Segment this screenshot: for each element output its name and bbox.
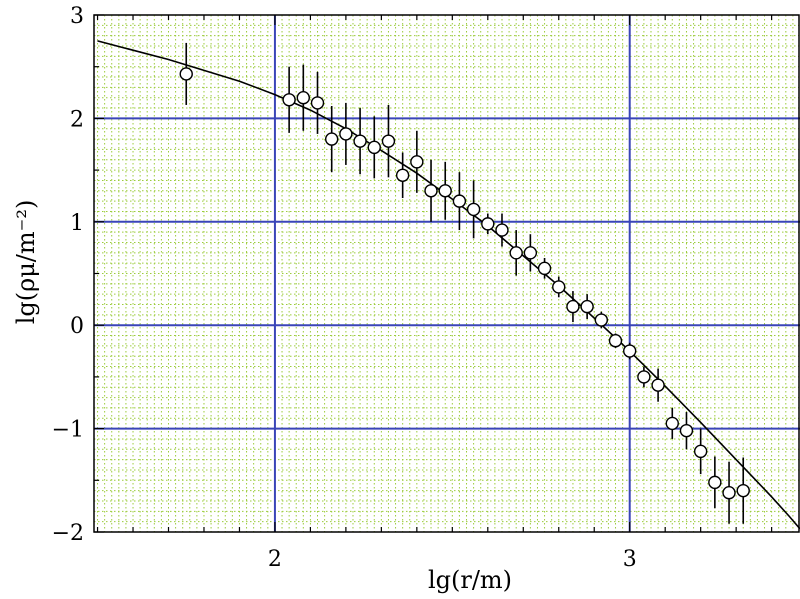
data-point: [310, 96, 325, 110]
fit-curve: [97, 40, 800, 530]
data-point: [552, 280, 566, 294]
data-point: [651, 378, 665, 392]
data-point: [509, 246, 523, 260]
y-tick-label: −2: [52, 521, 84, 546]
x-tick-label: 3: [623, 547, 637, 572]
major-grid: [94, 15, 800, 532]
y-axis-label: lg(ρμ/m⁻²): [12, 200, 40, 325]
data-point: [466, 202, 481, 217]
data-point: [594, 313, 609, 327]
data-point: [353, 134, 367, 148]
data-point: [481, 217, 495, 231]
x-axis-label: lg(r/m): [428, 566, 512, 594]
data-point: [665, 416, 679, 431]
y-tick-label: 0: [70, 314, 84, 339]
data-point: [296, 91, 311, 105]
data-point: [424, 184, 438, 198]
data-point: [608, 334, 623, 348]
data-point: [452, 194, 467, 208]
data-point: [367, 140, 381, 155]
data-point: [722, 486, 736, 500]
data-point: [708, 475, 722, 490]
y-tick-labels: −2 −1 0 1 2 3: [52, 4, 84, 546]
data-point: [537, 261, 552, 276]
y-tick-label: 3: [70, 4, 84, 29]
data-point: [438, 184, 452, 198]
data-point: [580, 299, 594, 314]
data-point: [339, 127, 353, 141]
data-point: [495, 223, 509, 237]
data-point: [179, 67, 193, 81]
fit-curve-layer: [97, 40, 800, 530]
data-points-layer: [179, 42, 750, 524]
axis-ticks: [94, 14, 773, 533]
data-point: [566, 299, 580, 314]
data-point: [410, 155, 424, 169]
data-point: [523, 246, 538, 260]
data-point: [324, 132, 339, 146]
data-point: [637, 370, 651, 384]
minor-grid: [94, 15, 800, 532]
y-tick-label: 2: [70, 107, 84, 132]
y-tick-label: 1: [70, 211, 84, 236]
data-point: [693, 444, 708, 459]
y-tick-label: −1: [52, 418, 84, 443]
data-point: [679, 423, 694, 438]
data-point: [395, 168, 410, 182]
data-point: [623, 344, 637, 358]
x-tick-label: 2: [268, 547, 282, 572]
data-point: [736, 483, 750, 498]
data-point: [282, 93, 296, 107]
data-point: [381, 134, 396, 148]
